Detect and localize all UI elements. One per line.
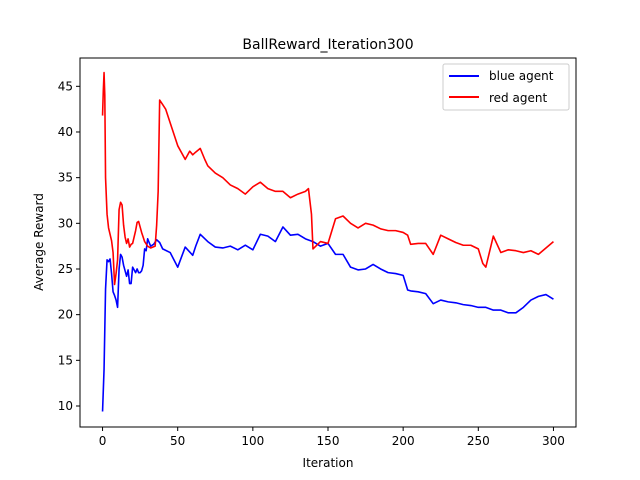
y-tick-label: 35 — [58, 171, 73, 185]
x-tick-label: 100 — [241, 434, 264, 448]
x-tick-label: 300 — [542, 434, 565, 448]
x-axis-label: Iteration — [303, 456, 354, 470]
series-line-blue-agent — [101, 226, 554, 412]
y-tick-label: 40 — [58, 125, 73, 139]
x-tick-label: 250 — [467, 434, 490, 448]
y-axis: 10 15 20 25 30 35 40 45 — [58, 79, 80, 413]
series-layer — [101, 71, 554, 412]
y-tick-label: 15 — [58, 353, 73, 367]
y-axis-label: Average Reward — [32, 193, 46, 291]
x-tick-label: 50 — [170, 434, 185, 448]
y-tick-label: 20 — [58, 308, 73, 322]
series-line-red-agent — [101, 71, 554, 286]
legend-label-blue-agent: blue agent — [489, 69, 554, 83]
x-tick-label: 0 — [99, 434, 107, 448]
y-tick-label: 10 — [58, 399, 73, 413]
y-tick-label: 25 — [58, 262, 73, 276]
plot-area — [101, 71, 554, 412]
x-axis: 0 50 100 150 200 250 300 — [99, 427, 565, 448]
x-tick-label: 150 — [317, 434, 340, 448]
y-tick-label: 30 — [58, 216, 73, 230]
legend: blue agent red agent — [442, 63, 570, 111]
x-tick-label: 200 — [392, 434, 415, 448]
legend-label-red-agent: red agent — [489, 91, 547, 105]
chart-title: BallReward_Iteration300 — [242, 37, 413, 53]
y-tick-label: 45 — [58, 79, 73, 93]
